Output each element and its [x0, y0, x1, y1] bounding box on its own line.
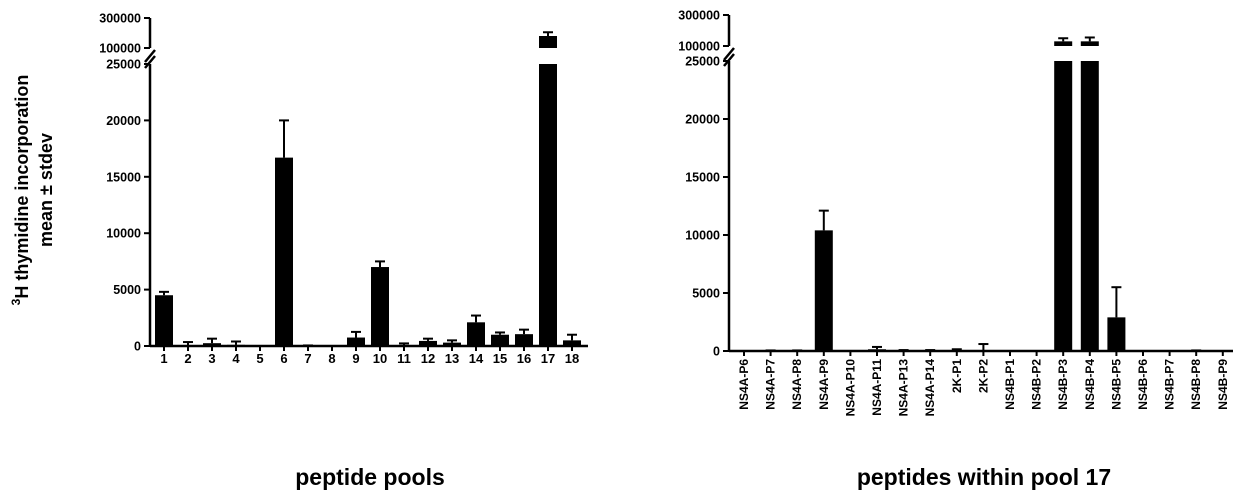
x-tick-label: NS4A-P11: [870, 359, 884, 416]
x-tick-label: NS4B-P7: [1163, 359, 1177, 410]
bar: [395, 345, 413, 347]
bar-upper-segment: [1080, 41, 1099, 46]
x-axis-title: peptides within pool 17: [857, 464, 1111, 490]
x-tick-label: NS4B-P9: [1216, 359, 1230, 410]
y-tick-label: 5000: [113, 283, 141, 297]
x-tick-label: NS4A-P7: [764, 359, 778, 410]
y-tick-label: 10000: [685, 229, 720, 243]
x-tick-label: NS4B-P5: [1109, 359, 1123, 410]
axis-break-mark: [144, 49, 156, 63]
x-tick-label: 15: [493, 351, 507, 366]
bar: [814, 230, 833, 351]
bar: [155, 295, 173, 346]
y-tick-label: 300000: [99, 12, 141, 26]
bar: [179, 345, 197, 347]
y-tick-label: 5000: [692, 287, 720, 301]
y-axis-title-line2: mean ± stdev: [36, 133, 56, 247]
bar: [1080, 61, 1099, 351]
x-tick-label: 10: [373, 351, 387, 366]
bar: [419, 340, 437, 346]
x-tick-label: NS4B-P3: [1056, 359, 1070, 410]
bar: [227, 344, 245, 347]
y-tick-label: 10000: [106, 227, 141, 241]
x-tick-label: NS4B-P2: [1030, 359, 1044, 410]
x-tick-label: 17: [541, 351, 555, 366]
bar: [491, 334, 509, 346]
x-tick-label: 2K-P1: [950, 359, 964, 393]
x-tick-label: 9: [352, 351, 359, 366]
y-tick-label: 20000: [685, 113, 720, 127]
bar: [371, 267, 389, 346]
bar: [347, 337, 365, 346]
x-tick-label: NS4A-P14: [923, 359, 937, 417]
x-tick-label: NS4B-P6: [1136, 359, 1150, 410]
y-tick-label: 15000: [106, 170, 141, 184]
bar: [203, 343, 221, 346]
x-tick-label: 18: [565, 351, 579, 366]
bar: [275, 157, 293, 346]
y-tick-label: 20000: [106, 114, 141, 128]
x-tick-label: 1: [160, 351, 167, 366]
y-tick-label: 0: [713, 345, 720, 359]
y-axis-title-main: H thymidine incorporation: [12, 75, 32, 299]
x-tick-label: 2: [184, 351, 191, 366]
y-tick-label: 100000: [99, 42, 141, 56]
bar: [515, 334, 533, 346]
y-tick-label: 15000: [685, 171, 720, 185]
x-tick-label: 11: [397, 351, 411, 366]
bar: [1054, 61, 1073, 351]
y-axis-title: 3H thymidine incorporation: [9, 75, 32, 306]
x-axis-title: peptide pools: [295, 464, 445, 490]
x-tick-label: NS4B-P4: [1083, 359, 1097, 410]
x-tick-label: 7: [304, 351, 311, 366]
x-tick-label: 13: [445, 351, 459, 366]
x-tick-label: NS4A-P8: [790, 359, 804, 410]
axis-break-mark: [723, 47, 735, 61]
x-tick-label: 14: [469, 351, 484, 366]
bar: [1107, 317, 1126, 351]
x-tick-label: 12: [421, 351, 435, 366]
x-tick-label: 4: [232, 351, 240, 366]
x-tick-label: NS4B-P1: [1003, 359, 1017, 410]
y-tick-label: 25000: [106, 58, 141, 72]
bar: [563, 340, 581, 346]
x-tick-label: 5: [256, 351, 263, 366]
x-tick-label: NS4A-P13: [897, 359, 911, 417]
x-tick-label: NS4A-P6: [737, 359, 751, 410]
x-tick-label: NS4A-P10: [843, 359, 857, 417]
x-tick-label: NS4B-P8: [1189, 359, 1203, 410]
y-tick-label: 100000: [678, 40, 720, 54]
y-axis-title-superscript: 3: [9, 298, 23, 305]
bar: [868, 349, 886, 351]
bar: [467, 322, 485, 346]
x-tick-label: NS4A-P9: [817, 359, 831, 410]
x-tick-label: 8: [328, 351, 335, 366]
bar: [443, 342, 461, 346]
x-tick-label: 6: [280, 351, 287, 366]
y-tick-label: 300000: [678, 9, 720, 23]
y-tick-label: 0: [134, 340, 141, 354]
bar: [539, 64, 557, 346]
y-tick-label: 25000: [685, 55, 720, 69]
bar-upper-segment: [539, 36, 557, 48]
bar-upper-segment: [1054, 41, 1073, 46]
x-tick-label: 16: [517, 351, 531, 366]
axis-break-mark: [144, 55, 156, 69]
x-tick-label: 3: [208, 351, 215, 366]
x-tick-label: 2K-P2: [976, 359, 990, 393]
